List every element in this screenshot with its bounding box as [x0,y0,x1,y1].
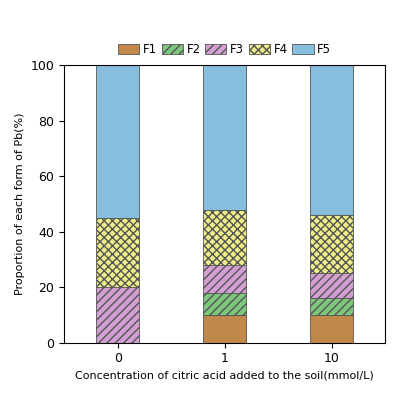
Bar [310,215,353,273]
Y-axis label: Proportion of each form of Pb(%): Proportion of each form of Pb(%) [15,113,25,295]
Legend: F1, F2, F3, F4, F5: F1, F2, F3, F4, F5 [113,38,336,61]
X-axis label: Concentration of citric acid added to the soil(mmol/L): Concentration of citric acid added to th… [75,371,374,381]
Bar [203,315,246,343]
Bar [203,265,246,293]
Bar [203,209,246,265]
Bar [310,298,353,315]
Bar [96,287,139,343]
Bar [310,315,353,343]
Bar [96,218,139,287]
Bar [203,65,246,209]
Bar [310,273,353,298]
Bar [203,293,246,315]
Bar [310,65,353,215]
Bar [96,65,139,218]
